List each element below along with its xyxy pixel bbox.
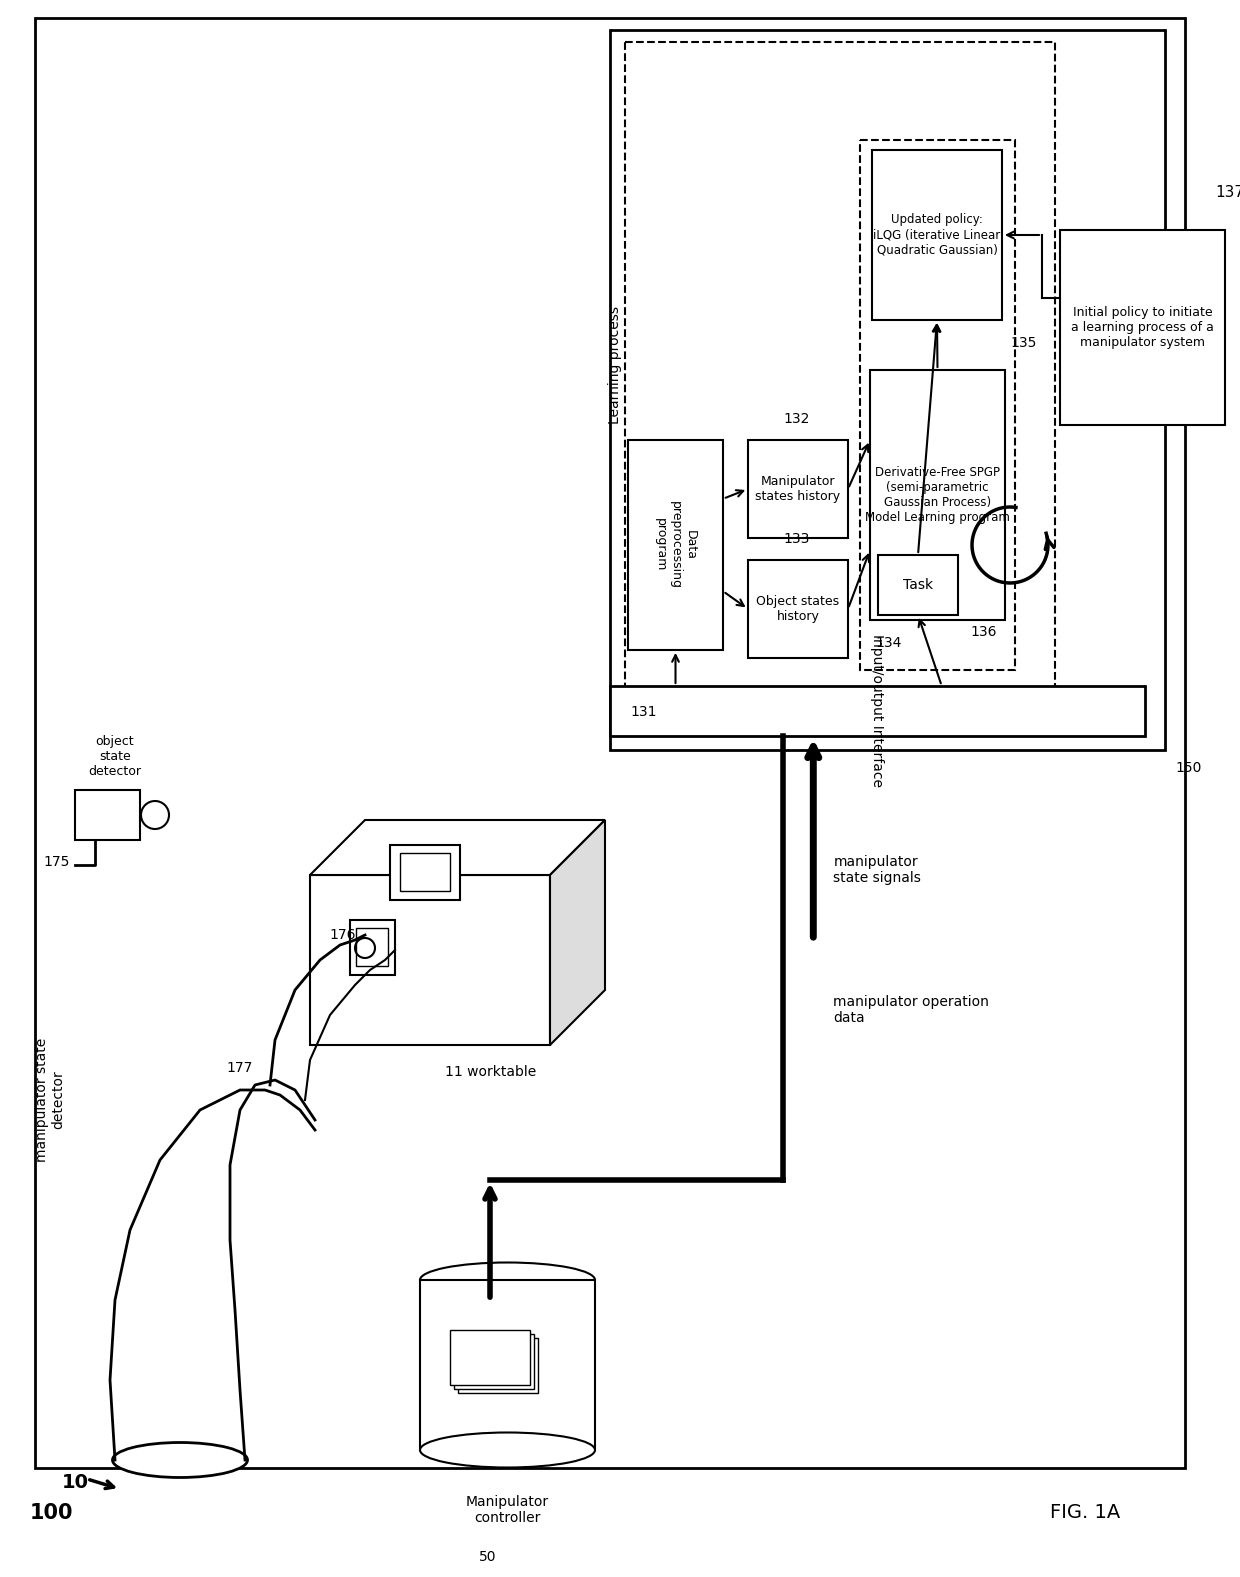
Bar xyxy=(420,1281,595,1449)
Bar xyxy=(74,790,140,841)
Bar xyxy=(872,150,1002,320)
Text: 136: 136 xyxy=(970,624,997,639)
Text: Manipulator
states history: Manipulator states history xyxy=(755,475,841,503)
Text: FIG. 1A: FIG. 1A xyxy=(1050,1503,1120,1522)
Text: Initial policy to initiate
a learning process of a
manipulator system: Initial policy to initiate a learning pr… xyxy=(1071,306,1214,349)
Text: Learning process: Learning process xyxy=(608,306,622,424)
Text: manipulator operation
data: manipulator operation data xyxy=(833,995,990,1025)
Bar xyxy=(391,845,460,900)
Text: 176: 176 xyxy=(330,927,356,941)
Ellipse shape xyxy=(420,1263,595,1298)
Bar xyxy=(748,440,848,538)
Bar xyxy=(450,1329,529,1385)
Bar xyxy=(748,560,848,658)
Bar xyxy=(870,371,1004,620)
Polygon shape xyxy=(310,820,605,875)
Ellipse shape xyxy=(420,1432,595,1468)
Text: 10: 10 xyxy=(62,1473,88,1492)
Text: 100: 100 xyxy=(30,1503,73,1523)
Bar xyxy=(458,1337,538,1392)
Bar xyxy=(454,1334,534,1389)
Text: manipulator state
detector: manipulator state detector xyxy=(35,1038,66,1162)
Text: Updated policy:
iLQG (iterative Linear
Quadratic Gaussian): Updated policy: iLQG (iterative Linear Q… xyxy=(873,213,1001,257)
Text: 177: 177 xyxy=(227,1061,253,1076)
Ellipse shape xyxy=(113,1443,248,1478)
Bar xyxy=(1060,230,1225,424)
Text: 50: 50 xyxy=(479,1550,496,1564)
Text: Derivative-Free SPGP
(semi-parametric
Gaussian Process)
Model Learning program: Derivative-Free SPGP (semi-parametric Ga… xyxy=(866,465,1009,524)
Bar xyxy=(401,853,450,891)
Bar xyxy=(356,927,388,967)
Text: object
state
detector: object state detector xyxy=(88,735,141,777)
Bar xyxy=(610,30,1166,751)
Text: 134: 134 xyxy=(875,636,901,650)
Text: Object states
history: Object states history xyxy=(756,595,839,623)
Text: 11 worktable: 11 worktable xyxy=(445,1064,536,1079)
Bar xyxy=(861,140,1016,670)
Bar xyxy=(310,875,551,1046)
Bar xyxy=(878,555,959,615)
Text: Manipulator
controller: Manipulator controller xyxy=(466,1495,549,1525)
Bar xyxy=(625,43,1055,688)
Text: 132: 132 xyxy=(782,412,810,426)
Bar xyxy=(627,440,723,650)
Text: 137: 137 xyxy=(1215,185,1240,200)
Text: Task: Task xyxy=(903,579,932,591)
Text: 175: 175 xyxy=(43,855,69,869)
Text: 135: 135 xyxy=(1011,336,1037,350)
Polygon shape xyxy=(551,820,605,1046)
Text: 133: 133 xyxy=(782,531,810,546)
Text: manipulator
state signals: manipulator state signals xyxy=(833,855,921,885)
Text: Data
preprocessing
program: Data preprocessing program xyxy=(653,501,697,588)
Bar xyxy=(350,919,396,975)
Text: 150: 150 xyxy=(1176,762,1202,774)
Text: Input/output Interface: Input/output Interface xyxy=(870,634,884,787)
Bar xyxy=(610,686,1145,736)
Text: 131: 131 xyxy=(630,705,656,719)
